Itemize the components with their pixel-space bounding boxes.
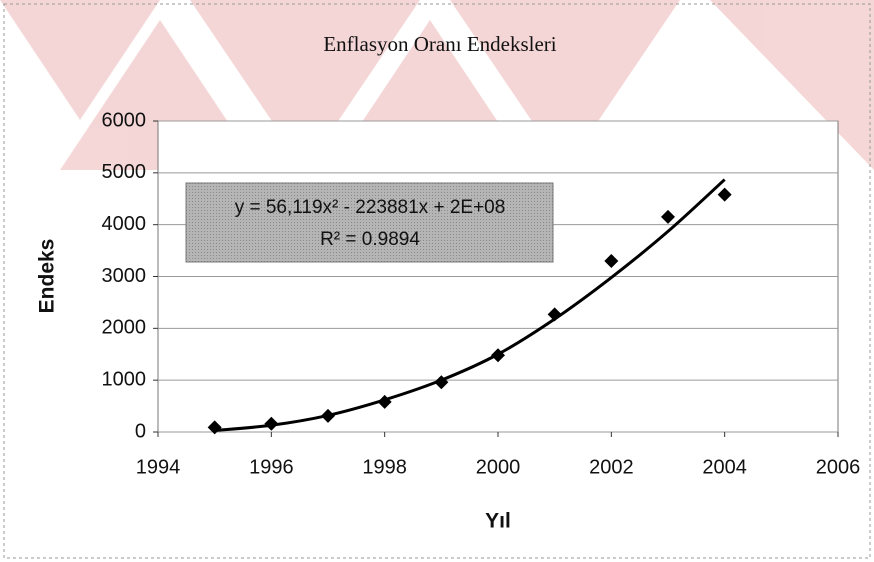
chart-border [3, 3, 871, 559]
data-point [547, 307, 562, 322]
x-tick-label: 1994 [136, 456, 181, 478]
y-tick-label: 4000 [102, 213, 147, 235]
y-tick-label: 2000 [102, 317, 147, 339]
x-tick-label: 2002 [589, 456, 634, 478]
data-point [321, 408, 335, 423]
x-tick-label: 2006 [816, 456, 861, 478]
data-point [207, 420, 222, 435]
equation-box [185, 182, 554, 263]
chart-title: Enflasyon Oranı Endeksleri [323, 32, 556, 56]
x-tick-label: 1998 [362, 456, 407, 478]
equation: y = 56,119x² - 223881x + 2E+08 [235, 197, 506, 218]
y-tick-label: 5000 [102, 161, 147, 183]
data-point [717, 187, 732, 202]
data-point [661, 209, 675, 224]
x-tick-label: 2000 [476, 456, 521, 478]
data-point [377, 394, 392, 409]
data-point [491, 348, 505, 363]
x-tick-label: 2004 [702, 456, 747, 478]
y-tick-label: 0 [135, 420, 146, 442]
data-point [434, 375, 449, 390]
trendline [214, 178, 726, 432]
data-point [604, 253, 619, 268]
y-axis-label: Endeks [36, 239, 59, 314]
x-axis-label: Yıl [485, 510, 511, 533]
y-tick-label: 6000 [102, 109, 147, 131]
y-tick-label: 3000 [102, 265, 147, 287]
data-point [264, 416, 279, 431]
x-tick-label: 1996 [249, 456, 294, 478]
y-tick-label: 1000 [102, 368, 147, 390]
r-squared: R² = 0.9894 [320, 229, 420, 250]
